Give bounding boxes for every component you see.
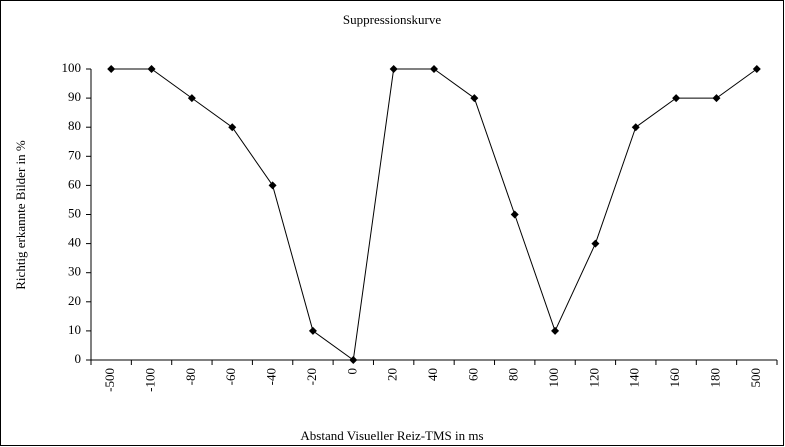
x-tick-label: 140: [627, 368, 642, 388]
x-tick-label: 500: [748, 368, 763, 388]
y-tick-label: 100: [62, 60, 82, 75]
x-tick-label: 120: [586, 368, 601, 388]
data-marker: [551, 326, 560, 335]
x-tick-label: 180: [707, 368, 722, 388]
x-tick-label: 20: [385, 368, 400, 381]
x-tick-label: 100: [546, 368, 561, 388]
data-marker: [107, 65, 116, 73]
x-tick-label: 80: [506, 368, 521, 381]
x-tick-label: -500: [102, 368, 117, 392]
y-tick-label: 90: [68, 89, 81, 104]
x-tick-label: -80: [183, 368, 198, 385]
x-tick-label: 0: [344, 368, 359, 375]
data-marker: [470, 94, 479, 103]
data-marker: [308, 326, 317, 335]
y-tick-label: 80: [68, 118, 81, 133]
y-tick-label: 30: [68, 264, 81, 279]
data-marker: [752, 65, 761, 73]
y-tick-label: 40: [68, 235, 81, 250]
x-tick-label: -20: [304, 368, 319, 385]
data-marker: [147, 65, 156, 73]
data-marker: [268, 181, 277, 190]
y-axis-label: Richtig erkannte Bilder in %: [13, 140, 28, 290]
data-marker: [389, 65, 398, 73]
data-marker: [631, 123, 640, 132]
x-tick-label: -40: [264, 368, 279, 385]
data-marker: [349, 356, 358, 364]
y-tick-label: 50: [68, 205, 81, 220]
chart-title: Suppressionskurve: [343, 12, 441, 27]
data-marker: [712, 94, 721, 103]
y-tick-label: 70: [68, 147, 81, 162]
y-tick-label: 60: [68, 176, 81, 191]
x-tick-label: 160: [667, 368, 682, 388]
x-tick-label: -100: [143, 368, 158, 392]
x-tick-label: -60: [223, 368, 238, 385]
data-marker: [510, 210, 519, 219]
data-marker: [430, 65, 438, 73]
x-tick-label: 40: [425, 368, 440, 381]
y-tick-label: 0: [75, 351, 82, 366]
x-tick-label: 60: [465, 368, 480, 381]
y-tick-label: 10: [68, 322, 81, 337]
y-tick-label: 20: [68, 293, 81, 308]
data-marker: [591, 239, 600, 248]
data-marker: [228, 123, 237, 132]
data-marker: [672, 94, 681, 103]
x-axis-label: Abstand Visueller Reiz-TMS in ms: [300, 428, 483, 443]
data-marker: [187, 94, 196, 103]
